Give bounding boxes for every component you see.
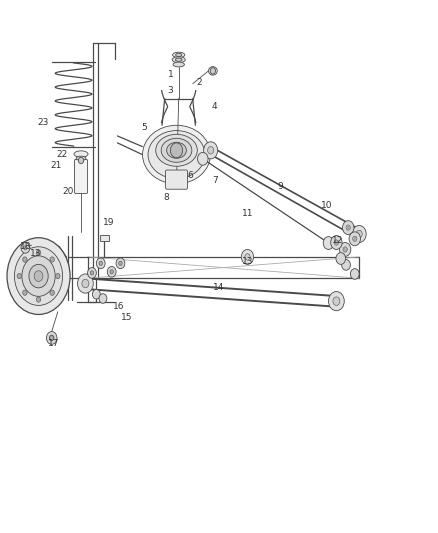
Circle shape (14, 247, 63, 305)
Circle shape (350, 269, 359, 279)
Text: 11: 11 (242, 209, 253, 217)
Text: 17: 17 (48, 340, 59, 348)
Text: 18: 18 (20, 242, 31, 251)
Text: 1: 1 (168, 70, 174, 79)
Circle shape (56, 273, 60, 279)
FancyBboxPatch shape (74, 159, 88, 193)
Circle shape (22, 256, 55, 296)
Text: 10: 10 (321, 201, 332, 209)
Circle shape (116, 258, 125, 269)
Circle shape (88, 268, 96, 278)
Text: 15: 15 (121, 313, 133, 321)
Text: 13: 13 (30, 249, 42, 257)
Circle shape (334, 240, 339, 245)
Ellipse shape (155, 134, 197, 166)
Circle shape (49, 335, 54, 341)
Ellipse shape (173, 62, 184, 67)
Circle shape (170, 143, 183, 158)
Text: 9: 9 (277, 182, 283, 191)
Circle shape (50, 257, 54, 262)
Circle shape (107, 266, 116, 277)
Circle shape (99, 261, 102, 265)
Text: 23: 23 (37, 118, 49, 127)
Circle shape (342, 260, 350, 270)
Circle shape (24, 246, 27, 250)
Ellipse shape (148, 131, 205, 179)
Circle shape (110, 270, 113, 274)
Text: 5: 5 (141, 124, 148, 132)
Circle shape (29, 264, 48, 288)
Circle shape (323, 237, 334, 249)
Circle shape (96, 258, 105, 269)
Circle shape (36, 297, 41, 302)
Text: 3: 3 (167, 86, 173, 95)
Ellipse shape (173, 52, 185, 58)
Circle shape (23, 257, 27, 262)
Circle shape (82, 279, 89, 288)
Circle shape (7, 238, 70, 314)
Text: 19: 19 (103, 219, 114, 227)
Text: 12: 12 (332, 237, 343, 245)
Ellipse shape (74, 151, 88, 157)
Ellipse shape (172, 57, 185, 63)
Circle shape (353, 236, 357, 241)
Circle shape (99, 294, 107, 303)
FancyBboxPatch shape (166, 170, 187, 189)
Circle shape (78, 274, 93, 293)
Ellipse shape (166, 142, 186, 158)
Circle shape (336, 253, 346, 264)
Circle shape (23, 290, 27, 295)
Ellipse shape (176, 53, 182, 56)
Text: 8: 8 (163, 193, 170, 201)
Text: 14: 14 (213, 284, 225, 292)
Ellipse shape (142, 125, 210, 184)
Ellipse shape (208, 67, 217, 75)
Circle shape (241, 249, 254, 264)
Circle shape (119, 261, 122, 265)
Circle shape (204, 142, 218, 159)
Ellipse shape (175, 58, 182, 61)
Circle shape (349, 232, 360, 246)
Circle shape (333, 297, 340, 305)
Text: 21: 21 (50, 161, 62, 169)
Circle shape (210, 68, 215, 74)
Circle shape (346, 225, 350, 230)
Ellipse shape (76, 156, 86, 160)
Text: 16: 16 (113, 302, 124, 311)
Circle shape (356, 230, 362, 238)
Circle shape (21, 243, 30, 253)
Circle shape (339, 243, 351, 256)
Circle shape (245, 254, 250, 260)
Text: 2: 2 (197, 78, 202, 87)
Circle shape (343, 221, 354, 235)
Bar (100, 235, 109, 241)
Circle shape (198, 152, 208, 165)
Text: 22: 22 (57, 150, 68, 159)
Polygon shape (11, 243, 67, 294)
Circle shape (331, 236, 342, 249)
Circle shape (36, 250, 41, 255)
Circle shape (46, 332, 57, 344)
Circle shape (328, 292, 344, 311)
Text: 6: 6 (187, 172, 194, 180)
Text: 4: 4 (212, 102, 217, 111)
Circle shape (90, 271, 94, 275)
Circle shape (17, 273, 21, 279)
Circle shape (34, 271, 43, 281)
Circle shape (208, 147, 214, 154)
Circle shape (92, 289, 100, 299)
Text: 13: 13 (242, 257, 253, 265)
Circle shape (78, 157, 84, 164)
Text: 20: 20 (62, 188, 74, 196)
Text: 7: 7 (212, 176, 218, 184)
Circle shape (50, 290, 54, 295)
Ellipse shape (161, 139, 192, 163)
Circle shape (352, 225, 366, 243)
Circle shape (343, 247, 347, 252)
